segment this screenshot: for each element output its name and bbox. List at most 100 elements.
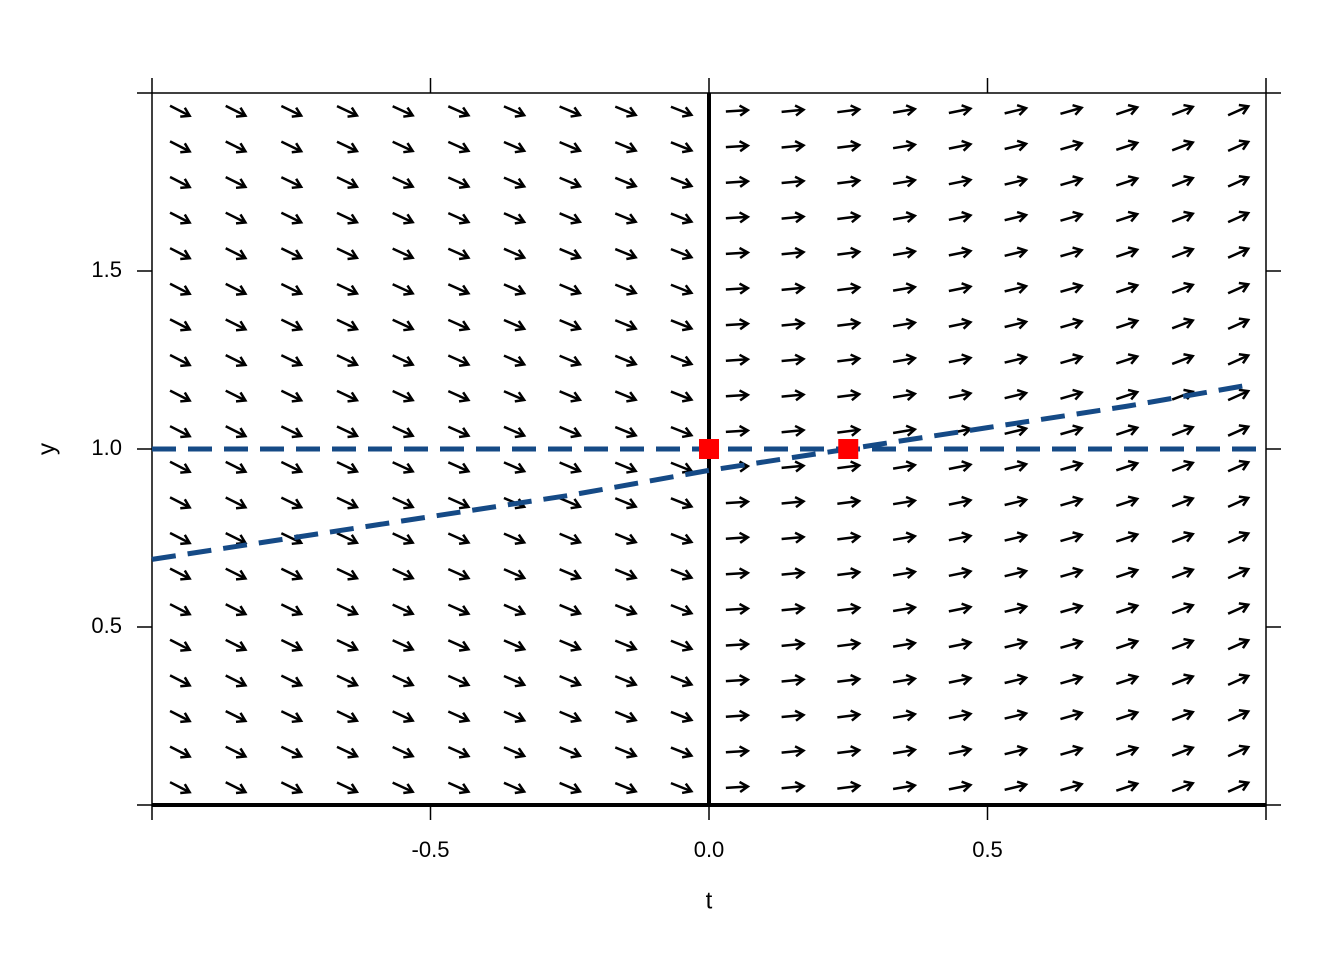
slope-arrow <box>725 602 751 616</box>
slope-arrow <box>336 140 360 154</box>
slope-arrow <box>1060 388 1084 401</box>
slope-arrow <box>280 211 304 225</box>
slope-arrow <box>837 567 862 580</box>
slope-arrow <box>614 710 638 723</box>
slope-arrow <box>670 425 694 439</box>
slope-arrow <box>336 674 360 688</box>
slope-arrow <box>336 710 360 724</box>
slope-arrow <box>447 461 471 474</box>
slope-arrow <box>169 140 192 154</box>
slope-arrow <box>280 140 304 154</box>
slope-arrow <box>781 389 806 402</box>
slope-arrow <box>948 353 973 366</box>
slope-arrow <box>225 745 248 759</box>
slope-arrow <box>614 568 638 581</box>
x-tick-label: -0.5 <box>412 837 450 862</box>
slope-arrow <box>1115 495 1140 508</box>
slope-arrow <box>1171 459 1195 472</box>
slope-arrow <box>1227 637 1251 651</box>
x-tick-label: 0.5 <box>972 837 1003 862</box>
slope-arrow <box>559 283 583 296</box>
slope-arrow <box>725 389 751 402</box>
slope-arrow <box>837 104 862 117</box>
slope-arrow <box>670 746 694 759</box>
slope-arrow <box>447 674 471 688</box>
slope-arrow <box>1115 531 1140 543</box>
slope-arrow <box>225 674 248 688</box>
slope-arrow <box>948 566 973 579</box>
slope-arrow <box>837 353 862 366</box>
slope-arrow <box>1060 566 1084 579</box>
slope-arrow <box>1115 602 1140 614</box>
slope-arrow <box>1171 637 1195 650</box>
slope-arrow <box>781 674 806 687</box>
slope-arrow <box>280 354 304 368</box>
slope-arrow <box>392 745 415 759</box>
slope-arrow <box>1060 495 1084 508</box>
slope-arrow <box>1115 139 1140 152</box>
slope-arrow <box>1171 246 1195 259</box>
slope-arrow <box>614 141 638 154</box>
slope-arrow <box>670 461 694 474</box>
slope-arrow <box>892 211 918 223</box>
slope-arrow <box>280 247 304 261</box>
slope-arrow <box>225 496 248 510</box>
slope-arrow <box>614 105 638 118</box>
slope-arrow <box>559 674 583 688</box>
slope-arrow <box>837 638 862 651</box>
slope-arrow <box>1171 744 1195 757</box>
slope-arrow <box>781 104 806 117</box>
slope-arrow <box>948 388 973 401</box>
slope-arrow <box>280 603 304 617</box>
slope-arrow <box>1060 459 1084 472</box>
slope-arrow <box>837 460 862 473</box>
slope-arrow <box>948 709 973 722</box>
slope-arrow <box>892 424 918 437</box>
slope-arrow <box>1060 424 1084 437</box>
slope-arrow <box>781 638 806 651</box>
slope-arrow <box>1060 637 1084 650</box>
slope-arrow <box>781 531 806 544</box>
slope-arrow <box>1060 175 1084 187</box>
slope-arrow <box>169 175 192 190</box>
slope-arrow <box>559 568 583 581</box>
slope-arrow <box>169 282 192 296</box>
y-tick-label: 1.5 <box>91 257 122 282</box>
slope-arrow <box>892 531 918 544</box>
slope-arrow <box>225 318 248 332</box>
slope-arrow <box>392 603 415 617</box>
slope-arrow <box>614 247 638 261</box>
slope-arrow <box>725 282 751 295</box>
slope-arrow <box>725 674 751 687</box>
slope-arrow <box>336 425 360 439</box>
slope-arrow <box>169 709 192 724</box>
slope-arrow <box>1171 139 1195 152</box>
slope-arrow <box>892 175 918 188</box>
slope-arrow <box>447 710 471 724</box>
slope-arrow <box>169 674 192 688</box>
slope-arrow <box>225 709 248 724</box>
slope-arrow <box>1060 353 1084 365</box>
slope-arrow <box>948 780 973 793</box>
slope-arrow <box>725 246 751 260</box>
slope-arrow <box>837 211 862 224</box>
slope-arrow <box>670 781 694 795</box>
slope-arrow <box>781 745 806 758</box>
slope-arrow <box>503 603 527 617</box>
slope-arrow <box>447 603 471 617</box>
slope-arrow <box>670 319 694 332</box>
slope-arrow <box>392 567 415 581</box>
slope-arrow <box>614 603 638 617</box>
slope-arrow <box>781 496 806 509</box>
slope-arrow <box>559 354 583 368</box>
slope-arrow <box>1227 602 1251 615</box>
slope-arrow <box>1171 317 1195 330</box>
slope-arrow <box>559 639 583 652</box>
slope-arrow <box>781 211 806 224</box>
slope-arrow <box>1060 281 1084 294</box>
slope-arrow <box>225 389 248 403</box>
slope-arrow <box>948 282 973 295</box>
slope-arrow <box>837 175 862 188</box>
slope-arrow <box>392 105 415 118</box>
slope-arrow <box>447 781 471 795</box>
